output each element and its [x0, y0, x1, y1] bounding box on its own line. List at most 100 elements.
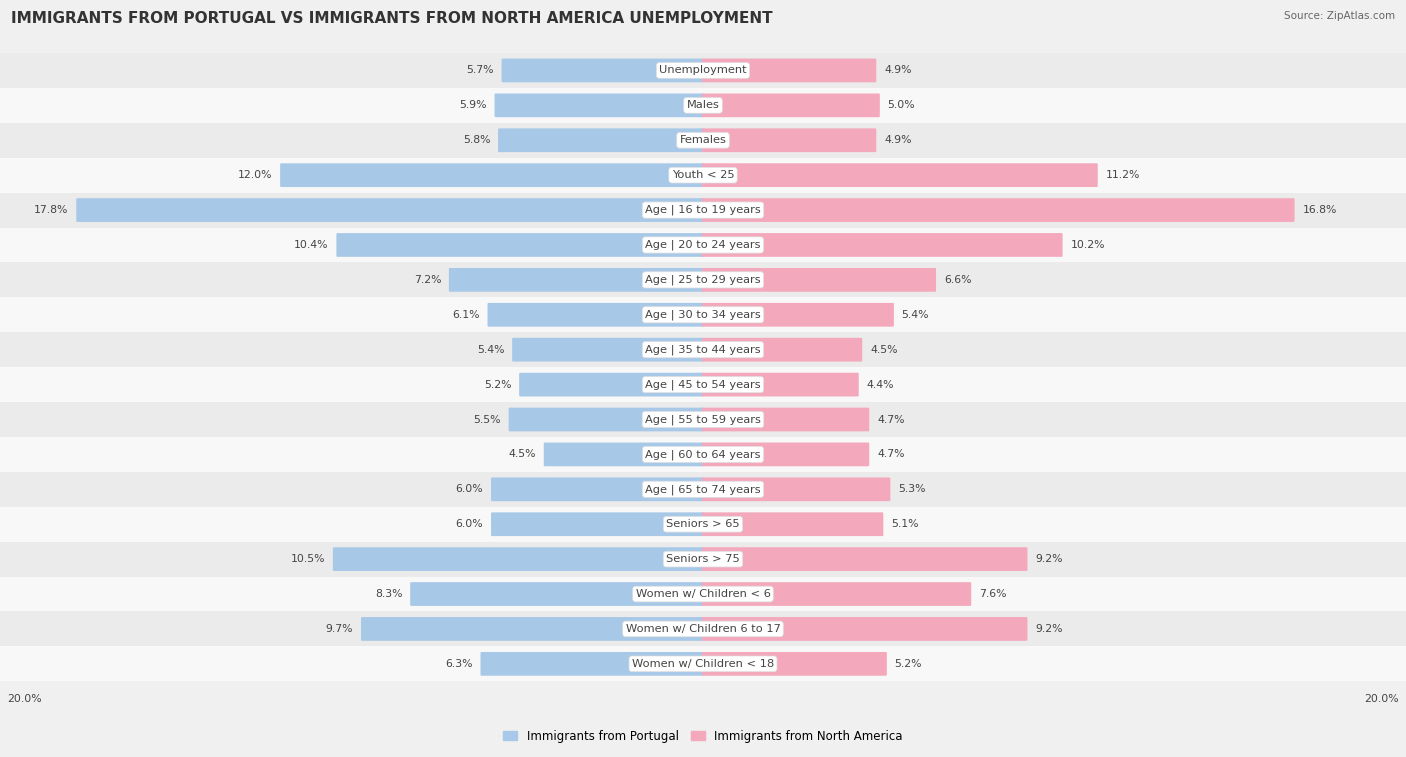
- Text: 4.7%: 4.7%: [877, 450, 904, 459]
- Bar: [0, 646, 1406, 681]
- FancyBboxPatch shape: [702, 268, 936, 291]
- Text: 5.7%: 5.7%: [467, 65, 494, 76]
- Text: Women w/ Children < 18: Women w/ Children < 18: [631, 659, 775, 669]
- Text: 10.5%: 10.5%: [291, 554, 325, 564]
- Text: 5.2%: 5.2%: [484, 379, 512, 390]
- Text: 20.0%: 20.0%: [7, 694, 42, 705]
- FancyBboxPatch shape: [702, 233, 1063, 257]
- Text: Age | 45 to 54 years: Age | 45 to 54 years: [645, 379, 761, 390]
- Bar: [0, 472, 1406, 506]
- Bar: [0, 263, 1406, 298]
- FancyBboxPatch shape: [411, 582, 704, 606]
- Bar: [0, 542, 1406, 577]
- Text: Age | 65 to 74 years: Age | 65 to 74 years: [645, 484, 761, 494]
- FancyBboxPatch shape: [702, 198, 1295, 222]
- Text: 4.7%: 4.7%: [877, 415, 904, 425]
- Text: Age | 35 to 44 years: Age | 35 to 44 years: [645, 344, 761, 355]
- Bar: [0, 192, 1406, 228]
- Text: 10.4%: 10.4%: [294, 240, 329, 250]
- FancyBboxPatch shape: [495, 93, 704, 117]
- FancyBboxPatch shape: [702, 443, 869, 466]
- FancyBboxPatch shape: [702, 164, 1098, 187]
- FancyBboxPatch shape: [280, 164, 704, 187]
- FancyBboxPatch shape: [702, 512, 883, 536]
- Text: Youth < 25: Youth < 25: [672, 170, 734, 180]
- Text: 6.6%: 6.6%: [943, 275, 972, 285]
- Text: Seniors > 65: Seniors > 65: [666, 519, 740, 529]
- FancyBboxPatch shape: [361, 617, 704, 641]
- FancyBboxPatch shape: [702, 617, 1028, 641]
- Text: 5.9%: 5.9%: [460, 101, 486, 111]
- Text: Unemployment: Unemployment: [659, 65, 747, 76]
- FancyBboxPatch shape: [702, 303, 894, 327]
- Text: 7.6%: 7.6%: [979, 589, 1007, 599]
- Text: 4.9%: 4.9%: [884, 136, 911, 145]
- Text: 5.4%: 5.4%: [901, 310, 929, 319]
- Text: 6.0%: 6.0%: [456, 519, 484, 529]
- Text: 6.1%: 6.1%: [453, 310, 479, 319]
- FancyBboxPatch shape: [702, 407, 869, 431]
- Bar: [0, 612, 1406, 646]
- FancyBboxPatch shape: [512, 338, 704, 362]
- Text: 7.2%: 7.2%: [413, 275, 441, 285]
- FancyBboxPatch shape: [544, 443, 704, 466]
- Text: 9.2%: 9.2%: [1035, 554, 1063, 564]
- Bar: [0, 577, 1406, 612]
- Text: 4.4%: 4.4%: [866, 379, 894, 390]
- Text: 20.0%: 20.0%: [1364, 694, 1399, 705]
- Text: 12.0%: 12.0%: [238, 170, 273, 180]
- Text: 4.5%: 4.5%: [509, 450, 536, 459]
- FancyBboxPatch shape: [488, 303, 704, 327]
- Text: Age | 30 to 34 years: Age | 30 to 34 years: [645, 310, 761, 320]
- Bar: [0, 298, 1406, 332]
- Text: Seniors > 75: Seniors > 75: [666, 554, 740, 564]
- FancyBboxPatch shape: [491, 478, 704, 501]
- Text: Age | 25 to 29 years: Age | 25 to 29 years: [645, 275, 761, 285]
- Text: 5.1%: 5.1%: [891, 519, 918, 529]
- FancyBboxPatch shape: [509, 407, 704, 431]
- FancyBboxPatch shape: [702, 478, 890, 501]
- Text: Source: ZipAtlas.com: Source: ZipAtlas.com: [1284, 11, 1395, 21]
- FancyBboxPatch shape: [519, 372, 704, 397]
- FancyBboxPatch shape: [702, 547, 1028, 571]
- Text: 16.8%: 16.8%: [1302, 205, 1337, 215]
- Bar: [0, 53, 1406, 88]
- Text: 5.0%: 5.0%: [887, 101, 915, 111]
- Text: 9.2%: 9.2%: [1035, 624, 1063, 634]
- Bar: [0, 123, 1406, 157]
- Text: Women w/ Children < 6: Women w/ Children < 6: [636, 589, 770, 599]
- Text: 10.2%: 10.2%: [1070, 240, 1105, 250]
- Bar: [0, 367, 1406, 402]
- FancyBboxPatch shape: [702, 372, 859, 397]
- Text: 8.3%: 8.3%: [375, 589, 402, 599]
- Text: IMMIGRANTS FROM PORTUGAL VS IMMIGRANTS FROM NORTH AMERICA UNEMPLOYMENT: IMMIGRANTS FROM PORTUGAL VS IMMIGRANTS F…: [11, 11, 773, 26]
- FancyBboxPatch shape: [76, 198, 704, 222]
- FancyBboxPatch shape: [449, 268, 704, 291]
- Bar: [0, 157, 1406, 192]
- Text: Age | 16 to 19 years: Age | 16 to 19 years: [645, 205, 761, 215]
- FancyBboxPatch shape: [481, 652, 704, 676]
- Text: Females: Females: [679, 136, 727, 145]
- Text: Age | 60 to 64 years: Age | 60 to 64 years: [645, 449, 761, 459]
- Bar: [0, 506, 1406, 542]
- Text: 6.0%: 6.0%: [456, 484, 484, 494]
- FancyBboxPatch shape: [491, 512, 704, 536]
- Text: 5.2%: 5.2%: [894, 659, 922, 669]
- Text: 4.5%: 4.5%: [870, 344, 897, 355]
- Text: 6.3%: 6.3%: [446, 659, 472, 669]
- FancyBboxPatch shape: [333, 547, 704, 571]
- FancyBboxPatch shape: [702, 652, 887, 676]
- Legend: Immigrants from Portugal, Immigrants from North America: Immigrants from Portugal, Immigrants fro…: [499, 725, 907, 747]
- FancyBboxPatch shape: [702, 93, 880, 117]
- Text: 5.5%: 5.5%: [474, 415, 501, 425]
- Text: Age | 20 to 24 years: Age | 20 to 24 years: [645, 240, 761, 251]
- FancyBboxPatch shape: [702, 129, 876, 152]
- Text: 5.4%: 5.4%: [477, 344, 505, 355]
- Text: 17.8%: 17.8%: [34, 205, 69, 215]
- Bar: [0, 437, 1406, 472]
- FancyBboxPatch shape: [702, 58, 876, 83]
- FancyBboxPatch shape: [498, 129, 704, 152]
- Text: 9.7%: 9.7%: [326, 624, 353, 634]
- FancyBboxPatch shape: [502, 58, 704, 83]
- Text: Women w/ Children 6 to 17: Women w/ Children 6 to 17: [626, 624, 780, 634]
